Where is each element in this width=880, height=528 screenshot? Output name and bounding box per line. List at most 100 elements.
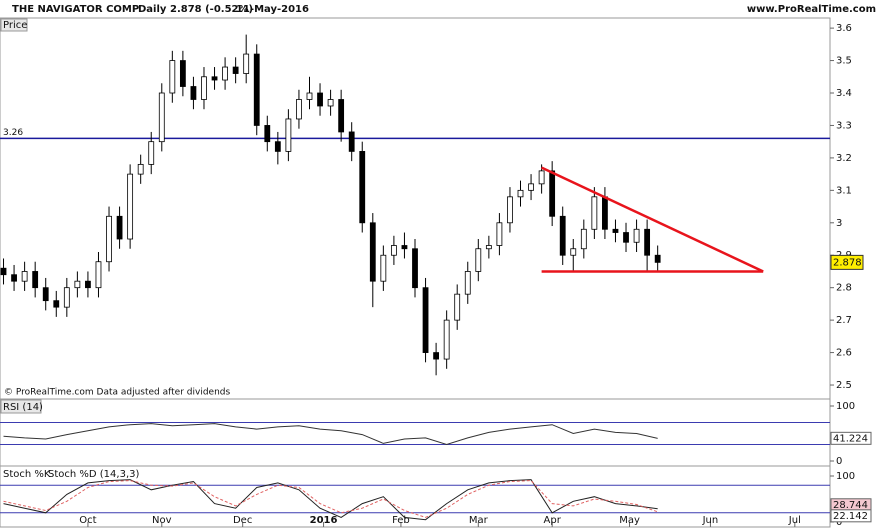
panel-label-box [0,399,42,414]
candle-body [0,267,7,276]
date: 11-May-2016 [236,4,309,15]
x-tick-label: 2016 [310,515,338,526]
y-tick-label: 100 [836,401,855,412]
y-tick-label: 3.5 [836,56,852,67]
note: © ProRealTime.com Data adjusted after di… [4,388,230,398]
candle-body [528,183,534,191]
horizontal-line-label: 3.26 [3,128,23,138]
legend-entry: Stoch %D (14,3,3) [48,469,139,480]
x-tick-label: May [619,515,640,526]
y-tick-label: 2.5 [836,380,852,391]
candle-body [274,141,281,152]
candle-body [264,125,271,143]
candle-body [549,170,556,217]
last-value-label: 41.224 [833,433,868,444]
legend-entry: Stoch %K [3,469,51,480]
x-tick-label: Nov [152,515,172,526]
candle-body [359,151,366,224]
candle-body [390,245,397,256]
series-line [3,480,658,518]
candle-body [538,170,545,185]
candle-body [602,196,608,230]
candle-body [211,76,218,81]
candle-body [285,118,292,152]
candle-body [169,60,176,94]
candle-body [95,261,102,289]
candle-body [496,222,503,246]
candle-body [74,280,81,289]
candle-body [53,300,60,308]
candle-body [454,293,461,321]
candle-body [327,99,334,107]
x-tick-label: Jun [702,515,719,526]
x-tick-label: Dec [233,515,252,526]
candle-body [433,352,440,360]
candle-body [201,76,207,100]
candle-body [443,319,450,360]
y-tick-label: 2.7 [836,315,852,326]
y-tick-label: 0 [836,456,842,467]
y-tick-label: 3.3 [836,120,852,131]
last-price-box [830,254,864,270]
candle-body [106,215,112,263]
candle-body [654,254,661,263]
candle-body [42,287,49,302]
candle-body [422,287,429,353]
candle-body [559,215,566,256]
candle-body [116,215,123,240]
x-tick-label: Apr [544,515,562,526]
candle-body [296,99,302,120]
y-tick-label: 2.8 [836,283,852,294]
candle-body [190,86,197,100]
candle-body [633,228,640,243]
x-tick-label: Oct [79,515,96,526]
candle-body [21,271,28,282]
instrument: THE NAVIGATOR COMP [12,4,139,15]
candle-body [570,248,577,256]
candle-body [11,274,17,282]
candle-body [475,248,482,272]
candle-body [243,53,250,74]
stoch-panel [0,465,831,528]
x-tick-label: Jul [788,515,801,526]
candle-body [412,248,418,289]
candle-body [222,66,228,81]
quote: 2.878 (-0.52%) [170,4,253,15]
candle-body [148,141,155,165]
candle-body [253,53,260,126]
candle-body [380,254,387,282]
candle-body [517,189,524,198]
candle-body [644,228,651,256]
candle-body [127,173,134,240]
last-price-label: 2.878 [833,257,862,268]
series-line [3,423,658,446]
candle-body [507,196,513,224]
candle-body [63,287,70,308]
panel-title: RSI (14) [3,402,43,413]
last-value-label: 22.142 [833,511,868,522]
candle-body [401,245,408,250]
candle-body [232,66,239,74]
candle-body [369,222,376,282]
candle-body [591,196,598,230]
candle-body [85,280,91,289]
candle-body [158,92,165,143]
y-tick-label: 2.6 [836,348,852,359]
candle-body [179,60,186,87]
y-tick-label: 3.2 [836,153,852,164]
candle-body [32,271,39,289]
x-tick-label: Feb [392,515,410,526]
y-tick-label: 0 [836,517,842,528]
candle-body [580,228,587,250]
y-tick-label: 3.1 [836,185,852,196]
panel-title: Price [3,20,27,31]
candle-body [612,228,619,233]
y-tick-label: 3 [836,218,842,229]
candle-body [317,92,323,107]
site: www.ProRealTime.com [747,4,876,15]
candle-body [137,163,144,175]
last-value-box [830,509,872,523]
